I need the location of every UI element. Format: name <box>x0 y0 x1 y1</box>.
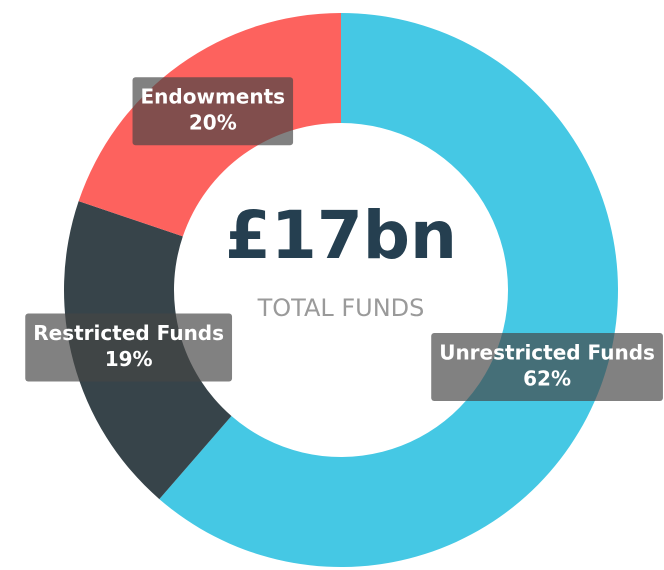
label-box <box>25 313 233 382</box>
label-value: 20% <box>189 111 237 135</box>
label-name: Restricted Funds <box>33 321 224 345</box>
label-value: 62% <box>523 367 571 391</box>
label-value: 19% <box>105 347 153 371</box>
label-box <box>132 77 294 146</box>
donut-slice <box>159 13 618 567</box>
center-label: TOTAL FUNDS <box>257 294 425 322</box>
label-name: Unrestricted Funds <box>439 341 655 365</box>
label-box <box>431 333 663 402</box>
center-value: £17bn <box>225 197 457 274</box>
label-name: Endowments <box>141 85 286 109</box>
